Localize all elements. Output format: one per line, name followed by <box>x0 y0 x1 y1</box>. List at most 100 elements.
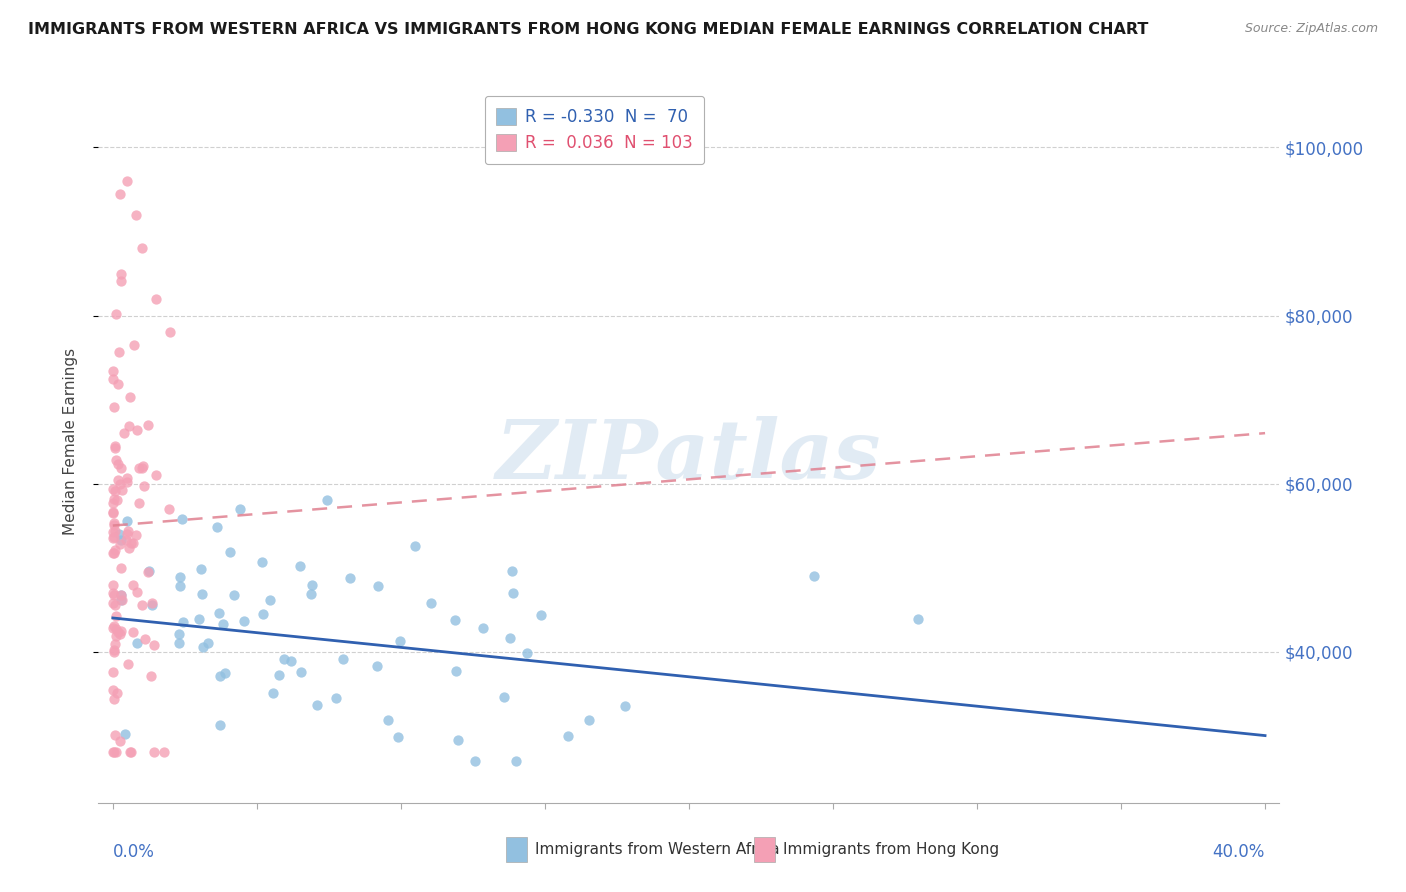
Point <box>103 516 125 530</box>
Point <box>103 524 125 539</box>
Point <box>191 640 214 655</box>
Point <box>101 531 124 545</box>
Y-axis label: Median Female Earnings: Median Female Earnings <box>63 348 77 535</box>
Point <box>299 586 322 600</box>
Point <box>190 562 212 576</box>
Point <box>103 495 125 509</box>
Point <box>141 598 163 612</box>
Point <box>115 514 138 528</box>
Point <box>118 419 141 434</box>
Point <box>305 698 328 712</box>
FancyBboxPatch shape <box>754 838 775 862</box>
Point <box>110 561 132 575</box>
Point <box>104 524 127 539</box>
Point <box>219 545 242 559</box>
Text: ZIPatlas: ZIPatlas <box>496 416 882 496</box>
Point <box>128 496 150 510</box>
Point <box>614 699 637 714</box>
Point <box>105 622 128 636</box>
Point <box>107 377 129 392</box>
Point <box>108 345 131 359</box>
Point <box>101 665 124 680</box>
Point <box>103 517 125 532</box>
Point <box>107 625 129 640</box>
Point <box>121 624 143 639</box>
Point <box>145 292 167 306</box>
Point <box>420 596 443 610</box>
Point <box>211 616 233 631</box>
Point <box>136 566 159 580</box>
Point <box>105 493 128 508</box>
Legend: R = -0.330  N =  70, R =  0.036  N = 103: R = -0.330 N = 70, R = 0.036 N = 103 <box>485 95 704 164</box>
Point <box>267 668 290 682</box>
Point <box>110 589 132 603</box>
Point <box>208 607 231 621</box>
Point <box>111 483 134 497</box>
Point <box>103 400 125 414</box>
Point <box>263 686 285 700</box>
Point <box>103 492 125 507</box>
Point <box>208 717 231 731</box>
Point <box>103 588 125 602</box>
Point <box>131 241 153 255</box>
Point <box>332 652 354 666</box>
Point <box>578 713 600 727</box>
Text: Immigrants from Western Africa: Immigrants from Western Africa <box>536 842 780 857</box>
Point <box>172 512 194 526</box>
Point <box>205 519 228 533</box>
Point <box>530 608 553 623</box>
Point <box>169 579 191 593</box>
Point <box>107 526 129 541</box>
Text: 0.0%: 0.0% <box>112 843 155 861</box>
Point <box>134 632 156 646</box>
Point <box>141 596 163 610</box>
Point <box>169 570 191 584</box>
Point <box>110 274 132 288</box>
Point <box>103 621 125 635</box>
Point <box>122 536 145 550</box>
Point <box>105 609 128 624</box>
Point <box>138 564 160 578</box>
Point <box>104 630 127 644</box>
Point <box>125 585 148 599</box>
Point <box>112 426 135 441</box>
Point <box>117 475 139 489</box>
Point <box>115 174 138 188</box>
Point <box>103 546 125 560</box>
Point <box>339 571 361 585</box>
Point <box>803 569 825 583</box>
Point <box>110 624 132 638</box>
Point <box>188 612 211 626</box>
FancyBboxPatch shape <box>506 838 527 862</box>
Point <box>103 482 125 496</box>
Point <box>101 372 124 386</box>
Point <box>121 578 143 592</box>
Point <box>444 665 467 679</box>
Point <box>115 527 138 541</box>
Point <box>101 505 124 519</box>
Point <box>145 467 167 482</box>
Point <box>120 390 142 404</box>
Point <box>172 615 194 629</box>
Point <box>131 598 153 612</box>
Point <box>280 654 302 668</box>
Point <box>104 745 127 759</box>
Point <box>103 745 125 759</box>
Point <box>128 460 150 475</box>
Point <box>114 727 136 741</box>
Point <box>273 652 295 666</box>
Point <box>157 501 180 516</box>
Point <box>214 666 236 681</box>
Point <box>122 338 145 352</box>
Point <box>107 457 129 471</box>
Point <box>110 461 132 475</box>
Point <box>367 578 389 592</box>
Point <box>101 745 124 759</box>
Point <box>103 643 125 657</box>
Point <box>907 612 929 626</box>
Point <box>167 636 190 650</box>
Point <box>143 745 166 759</box>
Point <box>153 745 176 759</box>
Point <box>117 657 139 672</box>
Point <box>103 683 125 698</box>
